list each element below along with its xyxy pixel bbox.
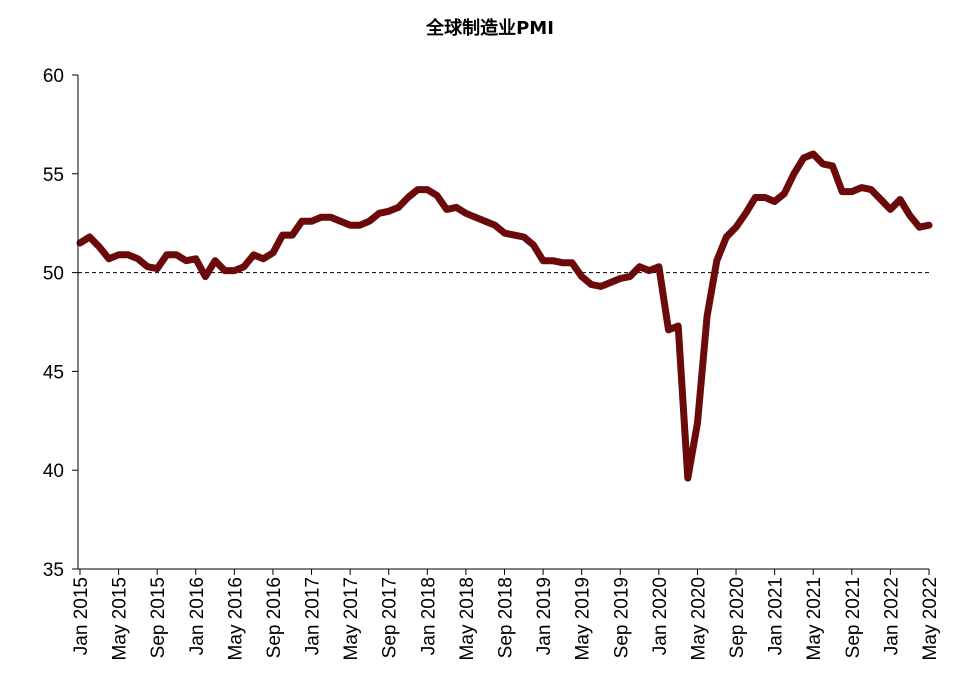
x-tick-label: May 2019 bbox=[573, 577, 594, 660]
series-line-global-pmi bbox=[76, 150, 933, 482]
x-tick-label: May 2018 bbox=[457, 577, 478, 660]
x-tick-label: Sep 2018 bbox=[496, 577, 517, 658]
x-tick-label: Jan 2022 bbox=[881, 577, 902, 655]
x-tick-label: May 2015 bbox=[110, 577, 131, 660]
x-tick-label: Sep 2015 bbox=[148, 577, 169, 658]
x-tick-label: May 2020 bbox=[688, 577, 709, 660]
x-tick-label: Sep 2021 bbox=[843, 577, 864, 658]
y-tick-label: 45 bbox=[43, 362, 64, 383]
x-tick-label: Sep 2020 bbox=[727, 577, 748, 658]
y-tick-label: 40 bbox=[43, 461, 64, 482]
y-tick-label: 35 bbox=[43, 560, 64, 581]
x-tick-label: May 2022 bbox=[920, 577, 941, 660]
x-tick-label: Jan 2016 bbox=[187, 577, 208, 655]
x-tick-label: Jan 2017 bbox=[303, 577, 324, 655]
x-tick-label: May 2017 bbox=[341, 577, 362, 660]
x-tick-label: Jan 2021 bbox=[766, 577, 787, 655]
x-tick-label: Jan 2019 bbox=[534, 577, 555, 655]
x-tick-label: Jan 2018 bbox=[418, 577, 439, 655]
x-tick-label: May 2016 bbox=[225, 577, 246, 660]
x-tick-label: Jan 2020 bbox=[650, 577, 671, 655]
chart-title: 全球制造业PMI bbox=[425, 17, 554, 39]
x-tick-label: May 2021 bbox=[804, 577, 825, 660]
y-tick-label: 55 bbox=[43, 165, 64, 186]
y-tick-label: 50 bbox=[43, 264, 64, 285]
x-tick-label: Sep 2016 bbox=[264, 577, 285, 658]
y-tick-label: 60 bbox=[43, 66, 64, 87]
x-tick-label: Jan 2015 bbox=[71, 577, 92, 655]
y-axis-ticks: 35 40 45 50 55 60 bbox=[43, 66, 78, 581]
x-axis-ticks: Jan 2015 May 2015 Sep 2015 Jan 2016 May 2016… bbox=[71, 569, 941, 660]
x-tick-label: Sep 2019 bbox=[611, 577, 632, 658]
x-tick-label: Sep 2017 bbox=[380, 577, 401, 658]
